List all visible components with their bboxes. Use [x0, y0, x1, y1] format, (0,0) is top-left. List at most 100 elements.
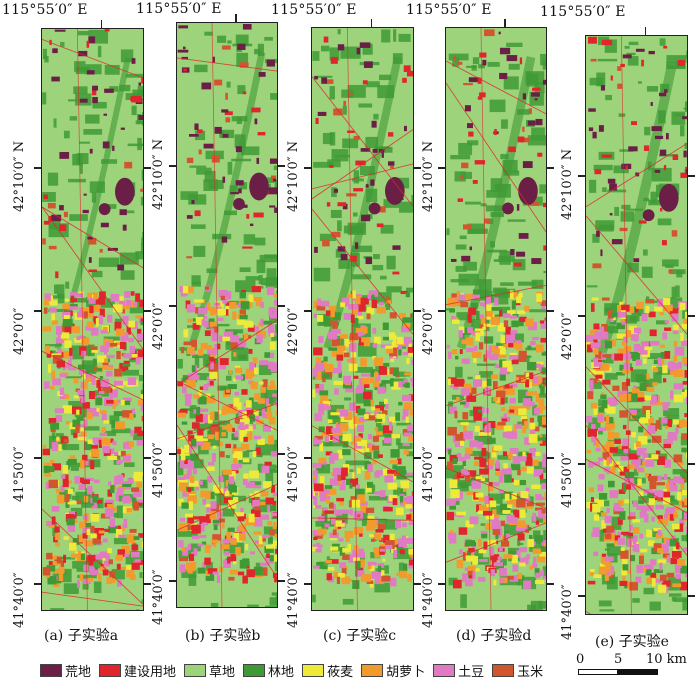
latitude-tick: [144, 457, 151, 459]
latitude-label: 41°50′0″: [560, 452, 575, 508]
latitude-tick: [169, 165, 176, 167]
latitude-tick: [688, 175, 695, 177]
scale-label-5: 5: [614, 652, 623, 667]
legend-swatch: [361, 663, 384, 677]
legend-swatch: [433, 663, 456, 677]
longitude-label: 115°55′0″ E: [540, 4, 626, 20]
legend-label: 林地: [268, 664, 295, 680]
longitude-tick: [370, 19, 372, 27]
panel-caption: (b) 子实验b: [185, 628, 261, 644]
latitude-tick: [278, 165, 285, 167]
legend-item: 土豆: [433, 661, 484, 680]
classification-map: [176, 22, 278, 608]
legend-item: 荒地: [40, 661, 91, 680]
panel-caption: (d) 子实验d: [456, 628, 532, 644]
legend-item: 建设用地: [99, 661, 176, 680]
latitude-tick: [688, 315, 695, 317]
latitude-label: 42°0′0″: [12, 307, 27, 355]
legend-swatch: [99, 663, 122, 677]
latitude-label: 42°10′0″ N: [286, 140, 301, 212]
latitude-tick: [304, 583, 311, 585]
scale-label-0: 0: [576, 652, 585, 667]
latitude-tick: [144, 310, 151, 312]
longitude-tick: [100, 20, 102, 28]
latitude-label: 41°50′0″: [12, 446, 27, 502]
legend-item: 草地: [184, 661, 235, 680]
latitude-tick: [144, 583, 151, 585]
latitude-label: 42°10′0″ N: [560, 148, 575, 220]
legend-swatch: [492, 663, 515, 677]
latitude-tick: [688, 463, 695, 465]
latitude-tick: [578, 315, 585, 317]
legend-label: 土豆: [458, 664, 485, 680]
latitude-tick: [34, 167, 41, 169]
legend-label: 玉米: [517, 664, 544, 680]
classification-map: [41, 28, 144, 611]
latitude-label: 42°10′0″ N: [12, 140, 27, 212]
latitude-label: 41°40′0″: [12, 572, 27, 628]
longitude-label: 115°55′0″ E: [136, 1, 222, 17]
latitude-tick: [304, 167, 311, 169]
latitude-tick: [304, 310, 311, 312]
latitude-tick: [578, 175, 585, 177]
latitude-tick: [414, 457, 421, 459]
latitude-tick: [547, 167, 554, 169]
latitude-tick: [34, 457, 41, 459]
latitude-label: 41°40′0″: [560, 584, 575, 640]
longitude-label: 115°55′0″ E: [271, 2, 357, 18]
scale-label-10km: 10 km: [646, 652, 687, 667]
scale-segment-white: [578, 669, 618, 675]
classification-map: [585, 35, 688, 615]
longitude-label: 115°55′0″ E: [2, 2, 88, 18]
legend-swatch: [243, 663, 266, 677]
latitude-tick: [304, 457, 311, 459]
legend-item: 莜麦: [302, 661, 353, 680]
longitude-tick: [235, 14, 237, 22]
latitude-tick: [578, 595, 585, 597]
legend-swatch: [40, 663, 62, 677]
latitude-tick: [169, 305, 176, 307]
longitude-tick: [504, 19, 506, 27]
legend-label: 荒地: [65, 664, 92, 680]
classification-map: [445, 27, 547, 611]
longitude-tick: [644, 27, 646, 35]
legend-label: 建设用地: [124, 664, 177, 680]
latitude-tick: [144, 167, 151, 169]
latitude-tick: [438, 167, 445, 169]
latitude-tick: [169, 453, 176, 455]
latitude-tick: [438, 310, 445, 312]
latitude-label: 41°40′0″: [421, 572, 436, 628]
longitude-label: 115°55′0″ E: [406, 2, 492, 18]
latitude-tick: [278, 453, 285, 455]
panel-caption: (e) 子实验e: [595, 634, 669, 650]
latitude-tick: [278, 305, 285, 307]
latitude-tick: [438, 583, 445, 585]
legend-label: 胡萝卜: [386, 664, 426, 680]
latitude-tick: [688, 595, 695, 597]
legend-item: 胡萝卜: [361, 661, 425, 680]
latitude-tick: [438, 457, 445, 459]
latitude-label: 41°50′0″: [286, 446, 301, 502]
legend-label: 草地: [209, 664, 236, 680]
latitude-tick: [414, 583, 421, 585]
latitude-label: 42°0′0″: [560, 312, 575, 360]
latitude-label: 42°10′0″ N: [421, 140, 436, 212]
latitude-tick: [414, 167, 421, 169]
latitude-label: 42°0′0″: [286, 307, 301, 355]
latitude-tick: [278, 580, 285, 582]
legend-item: 玉米: [492, 661, 543, 680]
scale-bar: 0 5 10 km: [576, 652, 688, 682]
legend: 荒地 建设用地 草地 林地 莜麦 胡萝卜 土豆 玉米: [40, 661, 543, 680]
latitude-tick: [547, 457, 554, 459]
latitude-tick: [169, 580, 176, 582]
legend-item: 林地: [243, 661, 294, 680]
legend-swatch: [302, 663, 325, 677]
latitude-tick: [34, 310, 41, 312]
latitude-tick: [547, 310, 554, 312]
latitude-label: 41°40′0″: [286, 572, 301, 628]
panel-caption: (a) 子实验a: [44, 628, 119, 644]
latitude-tick: [34, 583, 41, 585]
latitude-label: 42°0′0″: [421, 307, 436, 355]
scale-segment-black: [618, 669, 658, 675]
legend-label: 莜麦: [327, 664, 354, 680]
